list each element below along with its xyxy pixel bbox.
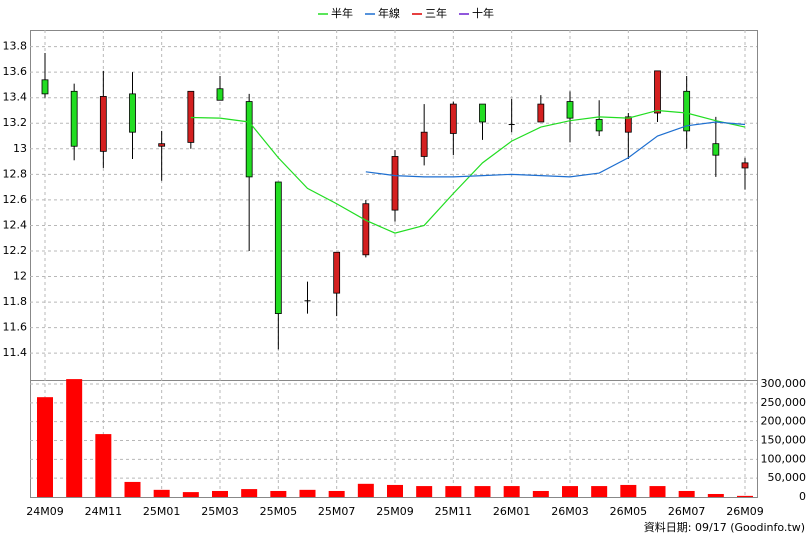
x-tick-label: 24M11 [85,505,123,518]
candle-body [70,90,78,147]
volume-bar [328,490,345,497]
volume-bar [678,490,695,497]
candle-body [158,143,166,147]
volume-bar [95,434,112,497]
y-tick-label: 13 [13,142,27,155]
candle-body [245,101,253,178]
y2-tick-label: 200,000 [761,415,807,428]
x-tick-label: 26M01 [493,505,531,518]
x-tick-label: 25M01 [143,505,181,518]
y2-tick-label: 300,000 [761,377,807,390]
y-tick-label: 13.2 [3,116,28,129]
volume-bar [474,486,491,497]
x-tick-label: 25M09 [376,505,414,518]
candle-body [216,88,224,101]
y-tick-label: 12.2 [3,244,28,257]
x-tick-label: 26M03 [551,505,589,518]
x-tick-label: 26M05 [610,505,648,518]
y-tick-label: 12 [13,270,27,283]
y2-tick-label: 50,000 [768,471,807,484]
y-tick-label: 11.8 [3,295,28,308]
source-note: 資料日期: 09/17 (Goodinfo.tw) [644,520,805,534]
volume-bar [707,493,724,497]
legend-label: 三年 [425,6,447,20]
candle-body [420,131,428,157]
legend-label: 年線 [378,6,400,20]
y2-tick-label: 250,000 [761,396,807,409]
candle-body [595,119,603,132]
y-tick-label: 12.8 [3,167,28,180]
candle-body [99,96,107,152]
candle-body [683,90,691,132]
candle-body [187,90,195,143]
volume-bar [153,489,170,497]
x-tick-label: 26M09 [726,505,764,518]
volume-bar [37,397,53,497]
plot-frame [30,30,758,498]
y-tick-label: 11.6 [3,321,28,334]
candle-body [712,143,720,156]
candle-body [333,251,341,294]
candle-body [41,79,49,95]
y2-tick-label: 0 [799,490,806,503]
y-tick-label: 11.4 [3,346,28,359]
volume-bar [737,495,753,497]
volume-bar [591,486,608,497]
volume-bar [66,379,83,497]
volume-bar [241,489,258,497]
volume-bar [387,484,403,497]
y2-tick-label: 150,000 [761,433,807,446]
y-tick-label: 12.6 [3,193,28,206]
candle-body [449,103,457,134]
x-tick-label: 26M07 [668,505,706,518]
candle-body [654,70,661,114]
candle-body [362,203,370,256]
volume-bar [182,492,199,497]
ma-line [190,109,746,234]
candle-body [741,162,749,169]
y2-tick-label: 100,000 [761,452,807,465]
x-tick-label: 25M11 [435,505,473,518]
legend-label: 半年 [331,6,353,20]
volume-bar [299,489,316,497]
volume-bar [212,490,228,497]
volume-bar [649,486,666,497]
volume-bar [562,486,578,497]
volume-bar [620,484,637,497]
candle-body [624,116,632,133]
x-tick-label: 25M07 [318,505,356,518]
x-tick-label: 25M03 [201,505,239,518]
y-tick-label: 13.6 [3,65,28,78]
x-tick-label: 25M05 [260,505,298,518]
candle-body [129,93,136,133]
y-tick-label: 13.4 [3,91,28,104]
ma-line [365,121,746,178]
legend-label: 十年 [472,6,494,20]
y-tick-label: 13.8 [3,40,28,53]
candle-body [274,181,282,314]
volume-bar [124,481,141,497]
x-tick-label: 24M09 [26,505,64,518]
candle-body [391,156,399,211]
volume-bar [270,490,287,497]
volume-bar [445,486,462,497]
y-tick-label: 12.4 [3,218,28,231]
volume-bar [416,486,433,497]
volume-bar [357,483,374,497]
candle-body [566,101,574,119]
candle-body [479,103,486,123]
volume-bar [532,490,549,497]
candle-body [537,103,545,123]
volume-bar [503,486,520,497]
